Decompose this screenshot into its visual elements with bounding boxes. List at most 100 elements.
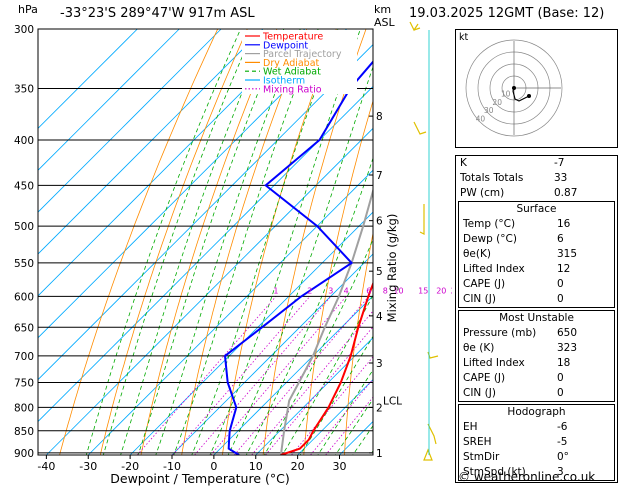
wind-barb-icon bbox=[423, 448, 433, 461]
row-value: -5 bbox=[557, 436, 568, 448]
wet-adiabat-line bbox=[334, 398, 373, 455]
mixing-ratio-label: 1 bbox=[273, 286, 278, 295]
km-tick-label: 6 bbox=[376, 216, 383, 228]
wet-adiabat-line bbox=[245, 156, 373, 455]
datetime-label: 19.03.2025 12GMT (Base: 12) bbox=[409, 6, 605, 21]
surface-section: Surface Temp (°C) 16 Dewp (°C) 6 θe(K) 315 Lif… bbox=[458, 201, 615, 308]
legend-label: Parcel Trajectory bbox=[263, 49, 342, 60]
row-label: EH bbox=[463, 421, 478, 433]
wind-barb-icon bbox=[427, 423, 437, 445]
wet-adiabat-line bbox=[369, 450, 373, 455]
isotherm-line bbox=[423, 29, 452, 455]
row-value: 0 bbox=[557, 278, 564, 290]
lcl-label: LCL bbox=[383, 396, 402, 408]
isotherm-line bbox=[46, 127, 373, 455]
mixing-ratio-line bbox=[251, 310, 373, 455]
row-label: θe(K) bbox=[463, 248, 491, 260]
temperature-tick-label: 0 bbox=[210, 460, 217, 473]
mixing-ratio-lines bbox=[136, 296, 373, 455]
wet-adiabat-line bbox=[281, 294, 373, 455]
table-row: Dewp (°C) 6 bbox=[459, 232, 614, 247]
wet-adiabat-line bbox=[191, 29, 339, 455]
mixing-ratio-axis-title: Mixing Ratio (g/kg) bbox=[385, 214, 399, 323]
km-tick-label: 3 bbox=[376, 358, 383, 370]
hodograph-ring-label: 30 bbox=[484, 106, 494, 115]
table-row: Temp (°C) 16 bbox=[459, 217, 614, 232]
km-tick-label: 7 bbox=[376, 170, 383, 182]
legend-label: Mixing Ratio bbox=[263, 84, 322, 95]
table-row: EH -6 bbox=[459, 420, 614, 435]
row-label: CIN (J) bbox=[463, 387, 496, 399]
dry-adiabat-line bbox=[99, 29, 248, 455]
mixing-ratio-line bbox=[136, 296, 277, 455]
table-row: Totals Totals 33 bbox=[456, 171, 617, 186]
wind-barb-icon bbox=[419, 204, 425, 235]
mixing-ratio-label: 6 bbox=[366, 286, 371, 295]
wet-adiabat-line bbox=[173, 29, 319, 455]
indices-table: K -7 Totals Totals 33 PW (cm) 0.87 Surface Te… bbox=[455, 155, 618, 483]
pressure-tick-label: 550 bbox=[14, 258, 34, 270]
most-unstable-section: Most Unstable Pressure (mb) 650 θe (K) 323 L… bbox=[458, 310, 615, 402]
hodograph-ring-label: 20 bbox=[492, 98, 502, 107]
row-value: 18 bbox=[557, 357, 571, 369]
table-row: θe (K) 323 bbox=[459, 341, 614, 356]
temperature-tick-labels: -40 -30 -20 -10 0 10 20 30 bbox=[37, 455, 347, 473]
row-value: 0 bbox=[557, 387, 564, 399]
hodograph-unit-label: kt bbox=[459, 32, 469, 43]
pressure-tick-label: 500 bbox=[14, 221, 34, 233]
isotherm-line bbox=[87, 169, 373, 455]
isotherm-lines bbox=[38, 29, 452, 455]
mixing-ratio-label: 20 bbox=[436, 286, 446, 295]
asl-unit-label: ASL bbox=[374, 16, 395, 29]
legend-label: Dry Adiabat bbox=[263, 58, 320, 69]
row-label: Lifted Index bbox=[463, 357, 525, 369]
table-row: Lifted Index 18 bbox=[459, 356, 614, 371]
row-value: 3 bbox=[557, 466, 564, 478]
row-value: 33 bbox=[554, 172, 568, 184]
temperature-tick-label: -40 bbox=[37, 460, 55, 473]
row-value: 16 bbox=[557, 218, 571, 230]
hodograph-ring-label: 40 bbox=[476, 115, 486, 124]
pressure-tick-label: 900 bbox=[14, 448, 34, 460]
row-label: Temp (°C) bbox=[463, 218, 516, 230]
mixing-ratio-label: 3 bbox=[328, 286, 333, 295]
pressure-tick-label: 600 bbox=[14, 291, 34, 303]
row-label: StmDir bbox=[463, 451, 500, 463]
dry-adiabat-line bbox=[303, 99, 373, 455]
table-row: PW (cm) 0.87 bbox=[456, 186, 617, 201]
km-tick-label: 5 bbox=[376, 266, 383, 278]
table-row: CAPE (J) 0 bbox=[459, 277, 614, 292]
hodograph-ring-label: 10 bbox=[501, 89, 511, 98]
table-row: CAPE (J) 0 bbox=[459, 371, 614, 386]
table-row: CIN (J) 0 bbox=[459, 386, 614, 401]
row-value: 323 bbox=[557, 342, 578, 354]
table-row: Pressure (mb) 650 bbox=[459, 326, 614, 341]
row-label: K bbox=[460, 157, 467, 169]
isotherm-line bbox=[255, 337, 373, 455]
table-row: StmSpd (kt) 3 bbox=[459, 465, 614, 480]
row-value: 315 bbox=[557, 248, 578, 260]
row-value: 6 bbox=[557, 233, 564, 245]
isotherm-line bbox=[38, 29, 138, 129]
temperature-tick-label: 10 bbox=[249, 460, 263, 473]
pressure-tick-label: 700 bbox=[14, 351, 34, 363]
isotherm-line bbox=[38, 29, 306, 297]
pressure-tick-label: 450 bbox=[14, 180, 34, 192]
table-row: K -7 bbox=[456, 156, 617, 171]
row-label: Lifted Index bbox=[463, 263, 525, 275]
km-tick-label: 1 bbox=[376, 448, 383, 460]
pressure-tick-label: 350 bbox=[14, 83, 34, 95]
row-label: Dewp (°C) bbox=[463, 233, 517, 245]
wind-barb-icon bbox=[427, 351, 439, 359]
row-value: -6 bbox=[557, 421, 568, 433]
table-row: StmDir 0° bbox=[459, 450, 614, 465]
wind-barbs bbox=[409, 21, 439, 461]
isotherm-line bbox=[213, 295, 373, 455]
hpa-unit-label: hPa bbox=[18, 3, 38, 16]
row-label: Totals Totals bbox=[460, 172, 524, 184]
table-row: θe(K) 315 bbox=[459, 247, 614, 262]
wet-adiabat-line bbox=[137, 29, 285, 455]
pressure-tick-label: 650 bbox=[14, 322, 34, 334]
isotherm-line bbox=[38, 29, 222, 213]
